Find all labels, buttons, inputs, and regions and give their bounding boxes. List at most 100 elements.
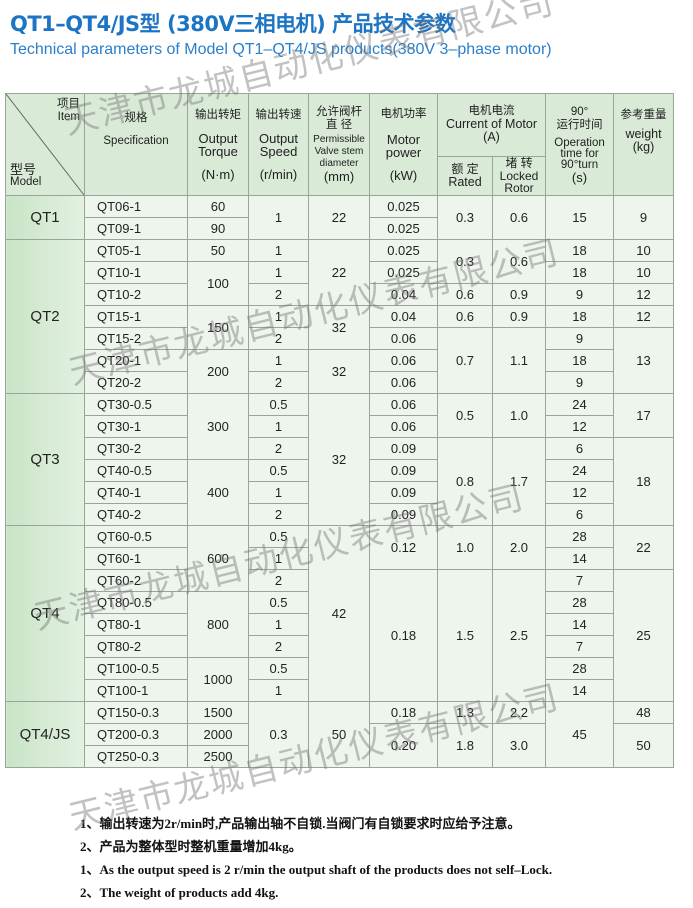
table-cell: 32: [308, 393, 370, 526]
table-cell: 28: [545, 591, 615, 614]
header-spec: 规格 Specification: [84, 93, 188, 196]
table-cell: 10: [613, 239, 675, 262]
header-valve-en: Permissible Valve stem diameter: [313, 134, 365, 169]
table-cell: 24: [545, 459, 615, 482]
table-cell: 14: [545, 679, 615, 702]
table-row: QT15-2 2 0.06 0.7 1.1 9 13: [6, 327, 675, 394]
table-cell: 150: [187, 305, 249, 350]
table-cell: 14: [545, 613, 615, 636]
table-cell: 12: [545, 481, 615, 504]
table-cell: QT20-1: [84, 349, 188, 372]
table-cell: 0.09: [369, 437, 438, 460]
table-cell: QT60-0.5: [84, 525, 188, 548]
table-cell: 1: [248, 349, 309, 372]
table-cell: 6: [545, 437, 615, 460]
table-cell: 18: [545, 239, 615, 262]
header-power-unit: (kW): [389, 167, 418, 183]
table-row: QT30-1 1 0.06 12: [6, 415, 674, 438]
table-cell: 0.3: [437, 195, 493, 240]
table-cell: 600: [187, 525, 249, 592]
table-cell: 12: [613, 283, 675, 306]
table-cell: 45: [545, 701, 615, 768]
table-cell: 0.04: [369, 305, 438, 328]
header-valve-unit: (mm): [323, 169, 355, 184]
table-cell: 0.06: [369, 393, 438, 416]
table-cell: 1.0: [491, 393, 547, 438]
table-cell: 0.6: [491, 239, 547, 284]
header-item-model: 项目 Item 型号 Model: [5, 93, 85, 196]
table-cell: 2: [248, 635, 309, 658]
table-cell: 18: [545, 305, 615, 328]
table-cell: 2: [248, 503, 309, 526]
model-cell: QT4/JS: [5, 701, 85, 768]
table-row: QT30-2 2 0.09 0.8 1.7 6 18: [6, 437, 675, 526]
table-row: QT3 QT30-0.5 300 0.5 32 0.06 0.5 1.0 24 17: [5, 393, 675, 526]
table-cell: 18: [545, 349, 615, 372]
table-cell: 0.04: [369, 283, 438, 306]
table-cell: 0.025: [369, 239, 438, 262]
table-cell: 0.5: [248, 459, 309, 482]
table-cell: 18: [545, 261, 615, 284]
table-cell: 1: [248, 481, 309, 504]
page-title-cn: QT1–QT4/JS型 (380V三相电机) 产品技术参数: [10, 12, 456, 36]
table-cell: QT15-1: [84, 305, 188, 328]
table-cell: 0.09: [369, 459, 438, 482]
table-cell: 0.025: [369, 195, 438, 218]
table-cell: 1: [248, 305, 309, 328]
table-cell: 0.12: [369, 525, 438, 570]
table-row: QT10-2 2 0.04 0.6 0.9 9 12: [6, 283, 675, 306]
header-rated: 额 定 Rated: [437, 155, 493, 197]
table-cell: 2500: [187, 745, 249, 768]
header-time-en: Operation time for 90°turn: [554, 136, 605, 171]
table-cell: 1: [248, 239, 309, 262]
header-weight-unit: (kg): [632, 140, 655, 154]
table-cell: 200: [187, 349, 249, 394]
header-valve-cn: 允许阀杆直 径: [316, 106, 362, 131]
header-torque-unit: (N·m): [201, 166, 235, 182]
notes: 1、输出转速为2r/min时,产品输出轴不自锁.当阀门有自锁要求时应给予注意。 …: [80, 812, 552, 904]
table-cell: 18: [613, 437, 675, 526]
table-cell: 0.5: [248, 591, 309, 614]
header-speed-cn: 输出转速: [255, 108, 302, 121]
table-row: QT15-1 150 1 32 0.04 0.6 0.9 18 12: [6, 305, 675, 350]
header-speed-unit: (r/min): [259, 166, 298, 182]
table-cell: QT10-1: [84, 261, 188, 284]
table-cell: 2: [248, 569, 309, 592]
table-cell: 2: [248, 327, 309, 350]
table-row: QT1 QT06-1 60 1 22 0.025 0.3 0.6 15 9: [5, 195, 675, 240]
header-item-cn: 项目: [57, 98, 80, 110]
table-cell: 50: [308, 701, 370, 768]
header-speed: 输出转速 Output Speed (r/min): [248, 93, 309, 196]
table-cell: QT30-2: [84, 437, 188, 460]
table-cell: 17: [613, 393, 675, 438]
table-cell: 1.3: [437, 701, 493, 724]
header-power-en: Motor power: [385, 131, 422, 160]
table-row: QT40-2 2 0.09 6: [6, 503, 674, 526]
model-cell: QT1: [5, 195, 85, 240]
table-cell: 1000: [187, 657, 249, 702]
table-cell: 0.7: [437, 327, 493, 394]
table-cell: QT05-1: [84, 239, 188, 262]
table-cell: 48: [613, 701, 675, 724]
table-cell: QT60-1: [84, 547, 188, 570]
table-row: QT60-1 1 14: [6, 547, 674, 570]
table-row: QT100-0.5 1000 0.5 28: [6, 657, 674, 702]
table-cell: 0.06: [369, 371, 438, 394]
header-power-cn: 电机功率: [380, 107, 427, 120]
table-cell: 10: [613, 261, 675, 284]
table-cell: 400: [187, 459, 249, 526]
header-current-unit: (A): [483, 130, 500, 145]
table-cell: 0.06: [369, 327, 438, 350]
table-cell: 1.7: [491, 437, 547, 526]
header-power: 电机功率 Motor power (kW): [369, 93, 438, 196]
header-time-cn: 运行时间: [556, 118, 603, 131]
table-cell: QT15-2: [84, 327, 188, 350]
table-cell: 12: [613, 305, 675, 328]
table-cell: 1.8: [437, 723, 493, 768]
table-row: QT200-0.3 2000 0.20 1.8 3.0 50: [6, 723, 675, 768]
table-cell: 0.20: [369, 723, 438, 768]
header-weight-en: weight: [625, 127, 662, 141]
table-row: QT80-1 1 14: [6, 613, 674, 636]
table-cell: 2000: [187, 723, 249, 746]
header-time: 90° 运行时间 Operation time for 90°turn (s): [545, 93, 615, 196]
